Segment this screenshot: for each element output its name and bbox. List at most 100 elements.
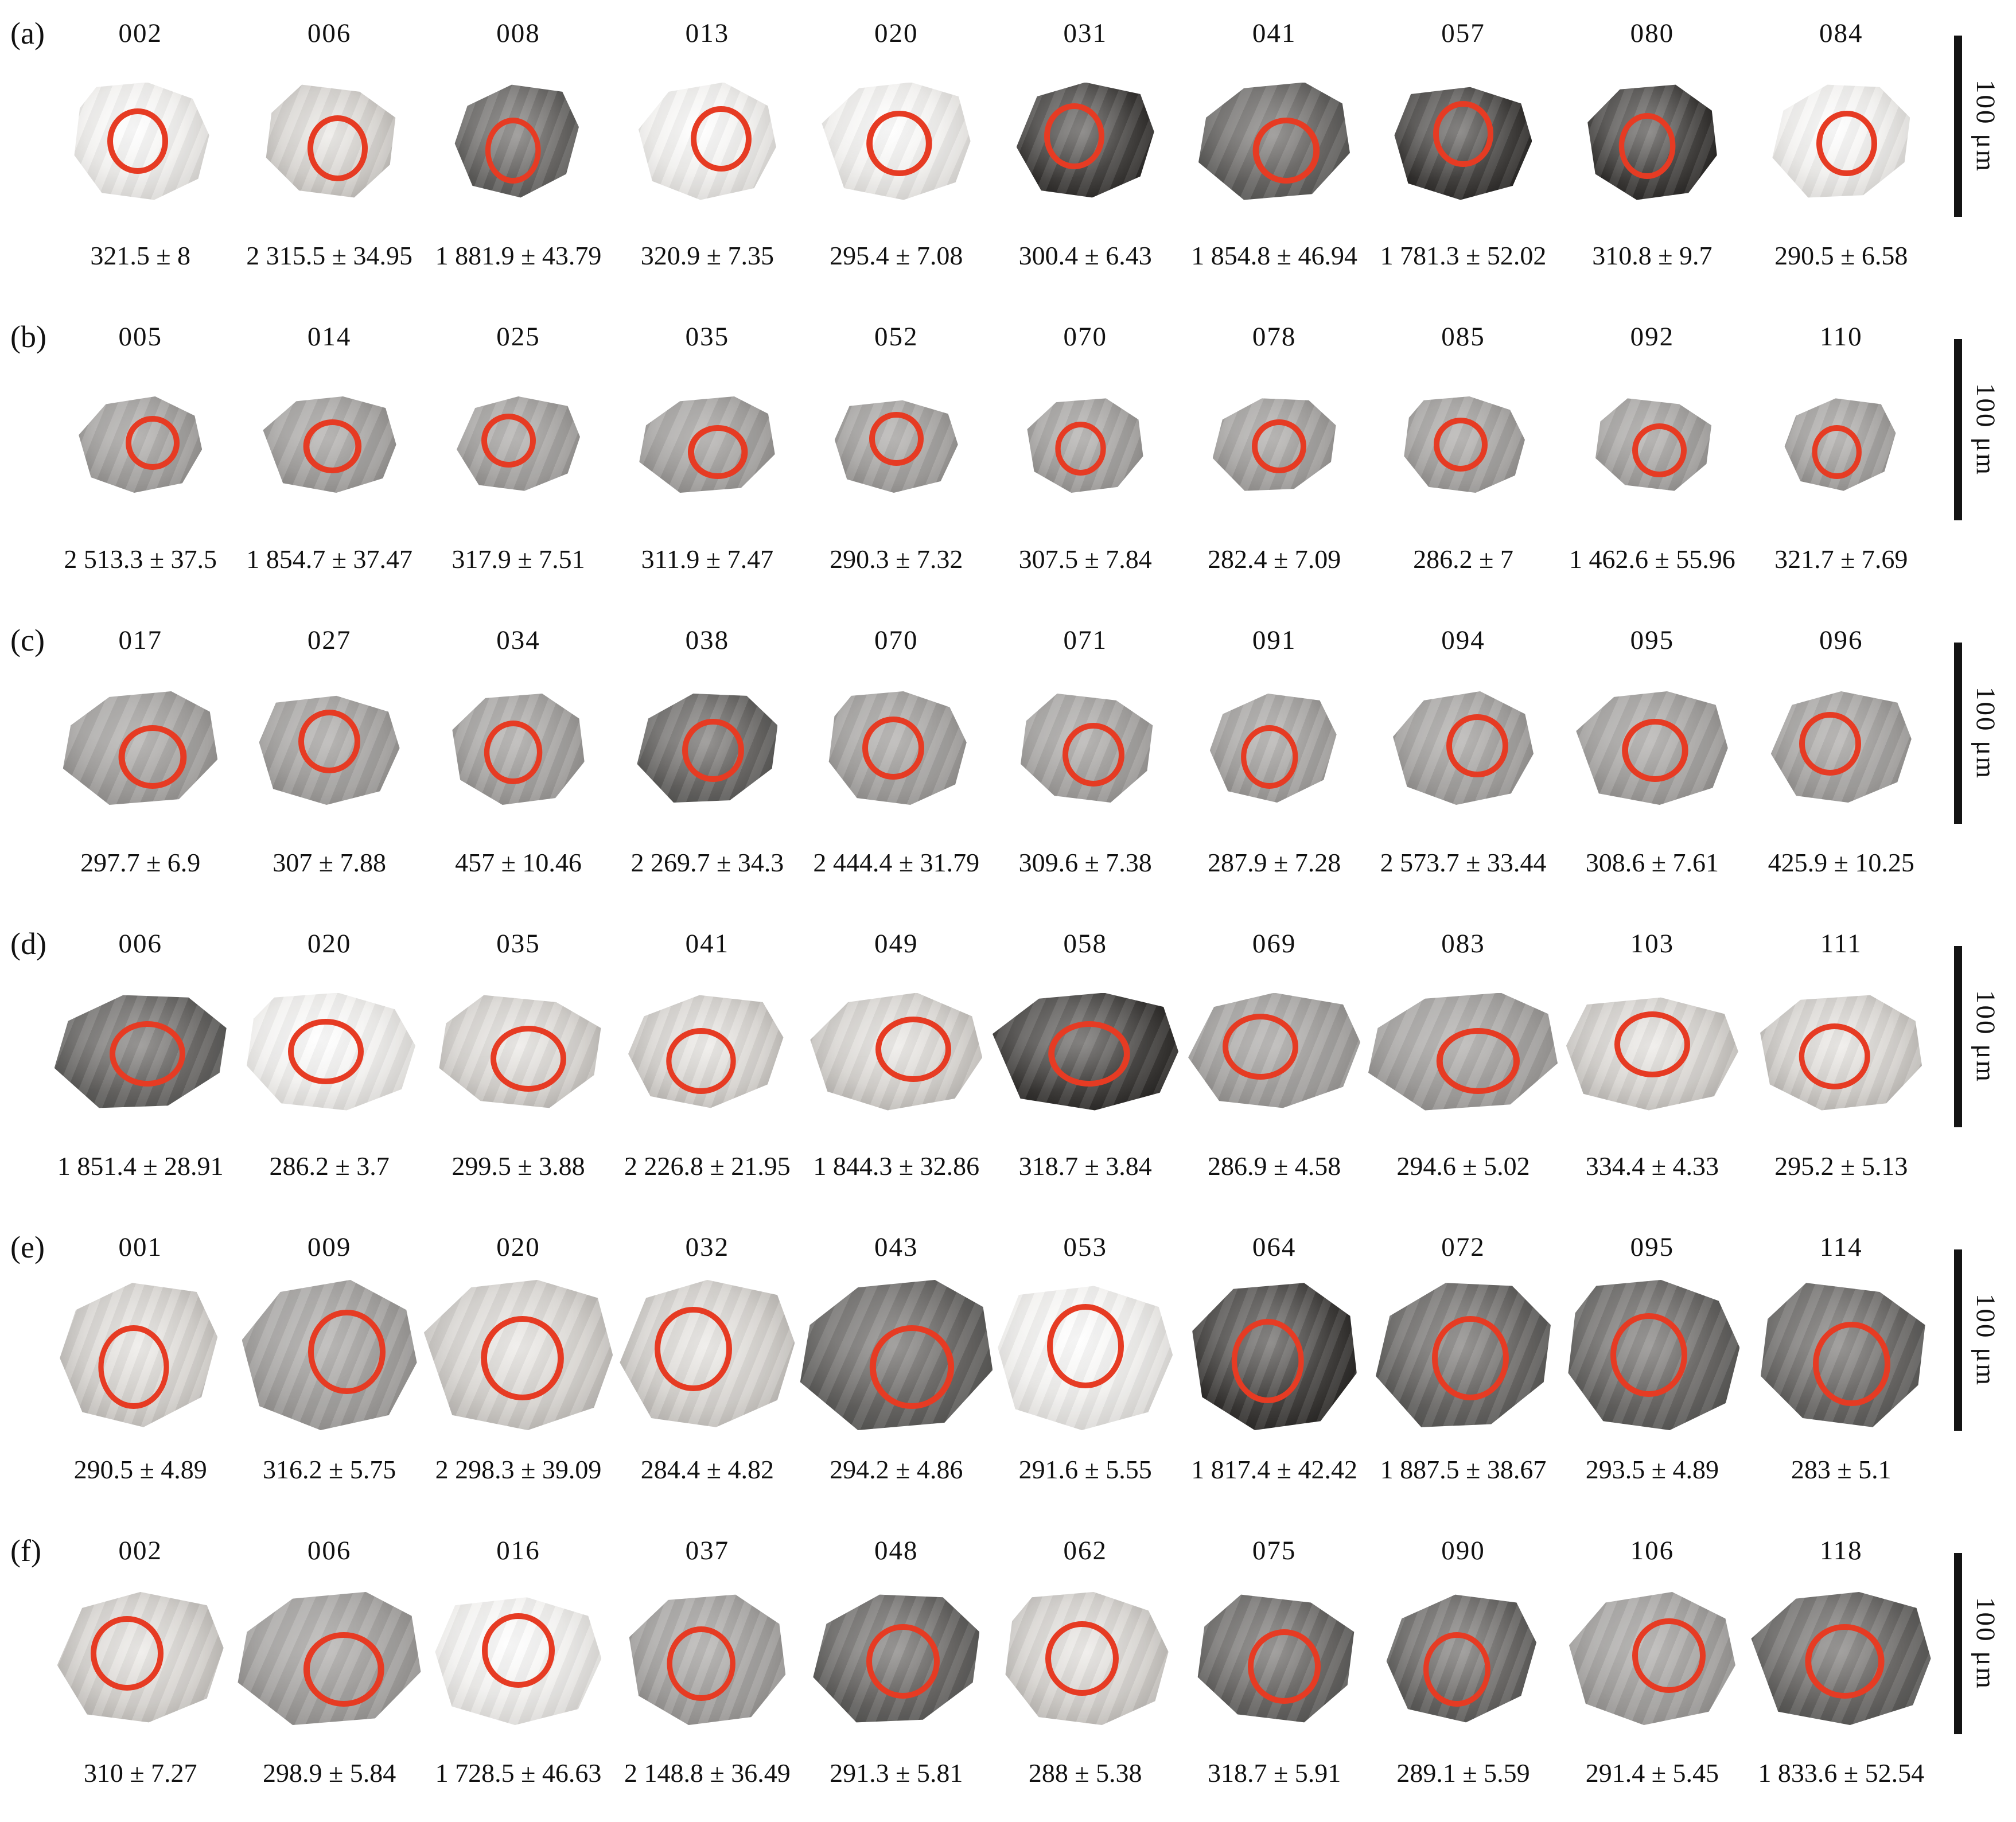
zircon-grain-image xyxy=(439,995,601,1108)
grain-cell: 017 297.7 ± 6.9 xyxy=(46,622,235,880)
grain-wrap xyxy=(435,1569,602,1748)
grain-cell: 002 321.5 ± 8 xyxy=(46,15,235,273)
grain-cell: 035 311.9 ± 7.47 xyxy=(613,318,801,577)
scale-bar-line xyxy=(1954,643,1962,824)
grain-wrap xyxy=(53,1266,228,1445)
analysis-spot-circle xyxy=(118,725,187,789)
age-value: 1 881.9 ± 43.79 xyxy=(435,241,602,270)
grain-wrap xyxy=(242,1266,417,1445)
grain-id: 070 xyxy=(1063,322,1107,352)
grain-id: 070 xyxy=(874,625,919,655)
grain-id: 096 xyxy=(1819,625,1863,655)
age-value: 290.5 ± 6.58 xyxy=(1774,241,1908,270)
grain-cell: 106 291.4 ± 5.45 xyxy=(1558,1532,1746,1790)
analysis-spot-circle xyxy=(1799,711,1861,776)
age-value: 295.4 ± 7.08 xyxy=(830,241,963,270)
age-value: 317.9 ± 7.51 xyxy=(452,544,585,574)
zircon-grain-image xyxy=(628,995,784,1108)
zircon-grain-image xyxy=(1760,1283,1925,1427)
grain-id: 020 xyxy=(307,929,352,959)
analysis-spot-circle xyxy=(480,1315,564,1400)
grain-cell: 094 2 573.7 ± 33.44 xyxy=(1369,622,1558,880)
grain-id: 075 xyxy=(1252,1536,1297,1566)
grain-id: 025 xyxy=(496,322,540,352)
analysis-spot-circle xyxy=(1433,417,1488,472)
grain-wrap xyxy=(1569,1569,1735,1748)
grain-cell: 031 300.4 ± 6.43 xyxy=(991,15,1180,273)
zircon-grain-image xyxy=(1760,995,1922,1111)
analysis-spot-circle xyxy=(484,721,542,785)
age-value: 298.9 ± 5.84 xyxy=(262,1758,396,1788)
zircon-grain-image xyxy=(1212,398,1336,491)
scale-bar-label: 100 μm xyxy=(1971,990,2001,1083)
grain-cell: 052 290.3 ± 7.32 xyxy=(802,318,991,577)
age-value: 1 887.5 ± 38.67 xyxy=(1380,1455,1547,1484)
zircon-grain-image xyxy=(834,400,958,493)
grain-wrap xyxy=(992,962,1178,1141)
grain-wrap xyxy=(54,962,227,1141)
analysis-spot-circle xyxy=(1618,112,1676,179)
analysis-spot-circle xyxy=(682,718,744,782)
analysis-spot-circle xyxy=(1614,1011,1690,1078)
grain-wrap xyxy=(1380,1569,1546,1748)
grain-cell: 043 294.2 ± 4.86 xyxy=(800,1229,993,1487)
grain-cell: 085 286.2 ± 7 xyxy=(1369,318,1558,577)
age-value: 1 833.6 ± 52.54 xyxy=(1758,1758,1925,1788)
zircon-grain-image xyxy=(1027,398,1143,493)
analysis-spot-circle xyxy=(302,419,361,474)
grain-id: 058 xyxy=(1063,929,1107,959)
zircon-grain-image xyxy=(74,82,209,200)
analysis-spot-circle xyxy=(869,411,924,466)
panel-f: (f) 002 310 ± 7.27 006 298.9 ± 5.84 016 1 728.… xyxy=(0,1517,2016,1821)
grain-id: 053 xyxy=(1063,1232,1107,1262)
zircon-grain-image xyxy=(452,693,585,805)
age-value: 294.2 ± 4.86 xyxy=(830,1455,963,1484)
analysis-spot-circle xyxy=(666,1028,736,1094)
scale-bar-line xyxy=(1954,946,1962,1127)
grain-cell: 075 318.7 ± 5.91 xyxy=(1180,1532,1368,1790)
grain-wrap xyxy=(1198,52,1351,231)
age-value: 282.4 ± 7.09 xyxy=(1207,544,1341,574)
grain-id: 032 xyxy=(685,1232,730,1262)
grain-id: 006 xyxy=(307,18,352,48)
grain-wrap xyxy=(1392,659,1534,838)
grain-wrap xyxy=(1402,355,1525,534)
age-value: 2 513.3 ± 37.5 xyxy=(64,544,217,574)
age-value: 284.4 ± 4.82 xyxy=(640,1455,775,1484)
zircon-grain-image xyxy=(992,992,1178,1111)
zircon-grain-image xyxy=(1576,691,1729,805)
zircon-grain-image xyxy=(1188,992,1361,1108)
analysis-spot-circle xyxy=(1816,110,1877,177)
grain-wrap xyxy=(621,962,793,1141)
zircon-grain-image xyxy=(1784,398,1896,491)
age-value: 311.9 ± 7.47 xyxy=(641,544,774,574)
grain-grid: 002 310 ± 7.27 006 298.9 ± 5.84 016 1 728.5 ±… xyxy=(46,1532,1936,1790)
grain-id: 035 xyxy=(685,322,730,352)
grain-cell: 080 310.8 ± 9.7 xyxy=(1558,15,1746,273)
age-value: 300.4 ± 6.43 xyxy=(1018,241,1152,270)
grain-id: 085 xyxy=(1441,322,1485,352)
analysis-spot-circle xyxy=(1240,725,1298,789)
scale-bar-line xyxy=(1954,339,1962,520)
age-value: 290.5 ± 4.89 xyxy=(73,1455,207,1484)
grain-wrap xyxy=(1375,1266,1551,1445)
grain-cell: 006 2 315.5 ± 34.95 xyxy=(235,15,423,273)
analysis-spot-circle xyxy=(1223,1014,1299,1080)
analysis-spot-circle xyxy=(1431,1315,1509,1400)
analysis-spot-circle xyxy=(866,110,932,177)
zircon-grain-image xyxy=(259,695,400,805)
grain-wrap xyxy=(423,1266,613,1445)
grain-cell: 037 2 148.8 ± 36.49 xyxy=(613,1532,801,1790)
grain-wrap xyxy=(448,659,589,838)
analysis-spot-circle xyxy=(288,1018,364,1085)
grain-cell: 096 425.9 ± 10.25 xyxy=(1747,622,1936,880)
grain-id: 048 xyxy=(874,1536,919,1566)
scale-bar: 100 μm xyxy=(1954,1249,2001,1431)
analysis-spot-circle xyxy=(1063,723,1125,787)
grain-cell: 090 289.1 ± 5.59 xyxy=(1369,1532,1558,1790)
grain-cell: 069 286.9 ± 4.58 xyxy=(1180,925,1368,1183)
zircon-grain-image xyxy=(1404,396,1525,493)
grain-id: 005 xyxy=(118,322,162,352)
age-value: 1 781.3 ± 52.02 xyxy=(1380,241,1547,270)
scale-bar-label: 100 μm xyxy=(1971,1597,2001,1690)
